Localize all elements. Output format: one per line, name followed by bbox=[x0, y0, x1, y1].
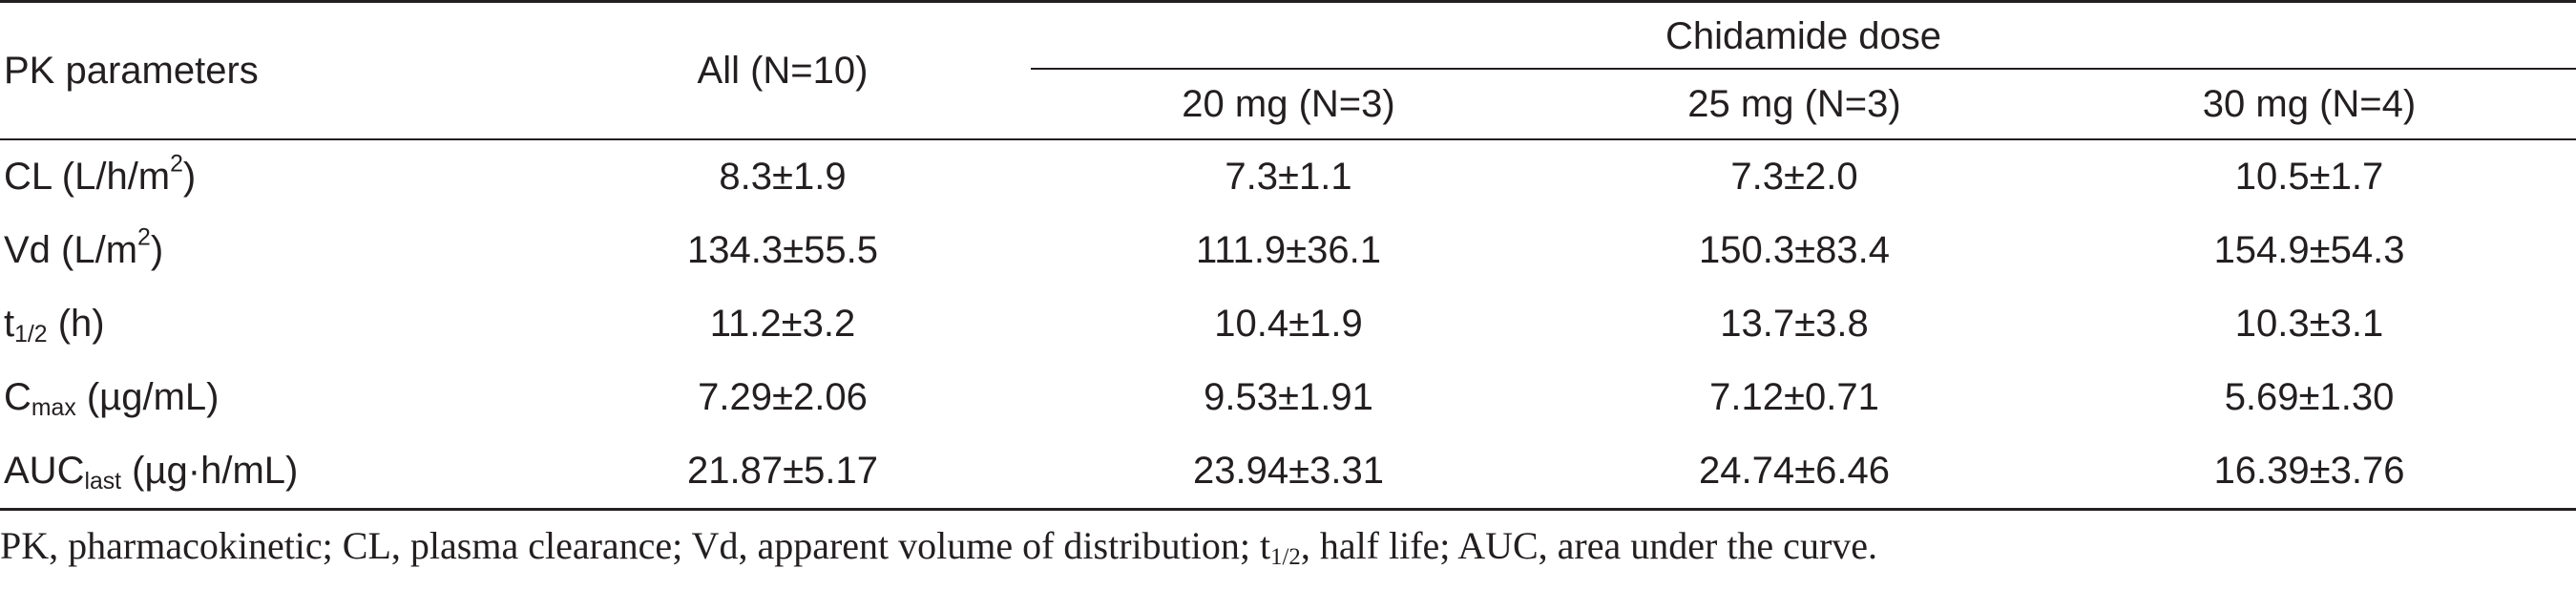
parameter-name: Vd (L/m bbox=[4, 229, 138, 271]
cell-value-dose-25: 13.7±3.8 bbox=[1720, 303, 1869, 345]
pk-table-root: PK parameters All (N=10) Chidamide dose 20 … bbox=[0, 0, 2576, 511]
parameter-name: C bbox=[4, 376, 31, 418]
column-header-pk-parameters: PK parameters bbox=[0, 0, 534, 140]
table-row: AUClast (µg·h/mL) 21.87±5.17 23.94±3.31 24.… bbox=[0, 434, 2576, 511]
cell-value-dose-20: 111.9±36.1 bbox=[1196, 229, 1381, 271]
parameter-subscript: last bbox=[84, 469, 122, 495]
cell-value-dose-20: 10.4±1.9 bbox=[1214, 303, 1363, 345]
row-parameter-label: CL (L/h/m2) bbox=[0, 140, 534, 214]
cell-value-dose-20: 7.3±1.1 bbox=[1225, 156, 1352, 198]
parameter-unit: (h) bbox=[47, 303, 105, 345]
parameter-unit: (µg/mL) bbox=[75, 376, 220, 418]
row-parameter-label: AUClast (µg·h/mL) bbox=[0, 434, 534, 511]
column-header-dose-20: 20 mg (N=3) bbox=[1031, 70, 1546, 140]
cell-value-dose-25: 24.74±6.46 bbox=[1546, 434, 2042, 511]
cell-value-dose-25: 150.3±83.4 bbox=[1699, 229, 1890, 271]
cell-value-dose-25: 7.3±2.0 bbox=[1730, 156, 1858, 198]
cell-value-all: 8.3±1.9 bbox=[719, 156, 847, 198]
cell-value-dose-25: 7.12±0.71 bbox=[1709, 376, 1879, 418]
pk-parameters-table: PK parameters All (N=10) Chidamide dose 20 … bbox=[0, 0, 2576, 511]
table-row: CL (L/h/m2) 8.3±1.9 7.3±1.1 7.3±2.0 10.5±1.7 bbox=[0, 140, 2576, 214]
parameter-subscript: max bbox=[31, 395, 76, 422]
row-parameter-label: Vd (L/m2) bbox=[0, 214, 534, 287]
cell-value-dose-20: 9.53±1.91 bbox=[1204, 376, 1373, 418]
column-header-all: All (N=10) bbox=[534, 0, 1031, 140]
header-row-2: 20 mg (N=3) 25 mg (N=3) 30 mg (N=4) bbox=[0, 70, 2576, 140]
cell-value-dose-30: 10.3±3.1 bbox=[2234, 303, 2384, 345]
parameter-unit: ) bbox=[182, 156, 197, 198]
cell-value-dose-30: 10.5±1.7 bbox=[2234, 156, 2384, 198]
parameter-superscript: 2 bbox=[137, 224, 151, 251]
table-footnote: PK, pharmacokinetic; CL, plasma clearanc… bbox=[0, 523, 2576, 571]
column-group-chidamide-dose: Chidamide dose bbox=[1031, 0, 2576, 70]
footnote-part-2: , half life; AUC, area under the curve. bbox=[1300, 524, 1878, 567]
parameter-name: CL (L/h/m bbox=[4, 156, 171, 198]
cell-value-all: 11.2±3.2 bbox=[709, 303, 856, 345]
cell-value-all: 134.3±55.5 bbox=[687, 229, 878, 271]
parameter-subscript: 1/2 bbox=[14, 322, 48, 348]
parameter-name: t bbox=[4, 303, 15, 345]
cell-value-all: 7.29±2.06 bbox=[698, 376, 868, 418]
column-header-dose-25: 25 mg (N=3) bbox=[1546, 70, 2042, 140]
row-parameter-label: Cmax (µg/mL) bbox=[0, 361, 534, 434]
footnote-subscript: 1/2 bbox=[1270, 544, 1301, 571]
table-row: t1/2 (h) 11.2±3.2 10.4±1.9 13.7±3.8 10.3±3.1 bbox=[0, 287, 2576, 361]
parameter-unit: ) bbox=[150, 229, 164, 271]
parameter-unit: (µg·h/mL) bbox=[121, 450, 299, 492]
cell-value-dose-30: 154.9±54.3 bbox=[2213, 229, 2405, 271]
table-row: Cmax (µg/mL) 7.29±2.06 9.53±1.91 7.12±0.71 5… bbox=[0, 361, 2576, 434]
column-header-dose-30: 30 mg (N=4) bbox=[2042, 70, 2576, 140]
cell-value-all: 21.87±5.17 bbox=[534, 434, 1031, 511]
parameter-superscript: 2 bbox=[170, 151, 183, 178]
cell-value-dose-30: 16.39±3.76 bbox=[2042, 434, 2576, 511]
table-row: Vd (L/m2) 134.3±55.5 111.9±36.1 150.3±83.4 1… bbox=[0, 214, 2576, 287]
footnote-part-1: PK, pharmacokinetic; CL, plasma clearanc… bbox=[0, 524, 1271, 567]
header-row-1: PK parameters All (N=10) Chidamide dose bbox=[0, 0, 2576, 140]
cell-value-dose-20: 23.94±3.31 bbox=[1031, 434, 1546, 511]
row-parameter-label: t1/2 (h) bbox=[0, 287, 534, 361]
parameter-name: AUC bbox=[4, 450, 85, 492]
cell-value-dose-30: 5.69±1.30 bbox=[2224, 376, 2395, 418]
